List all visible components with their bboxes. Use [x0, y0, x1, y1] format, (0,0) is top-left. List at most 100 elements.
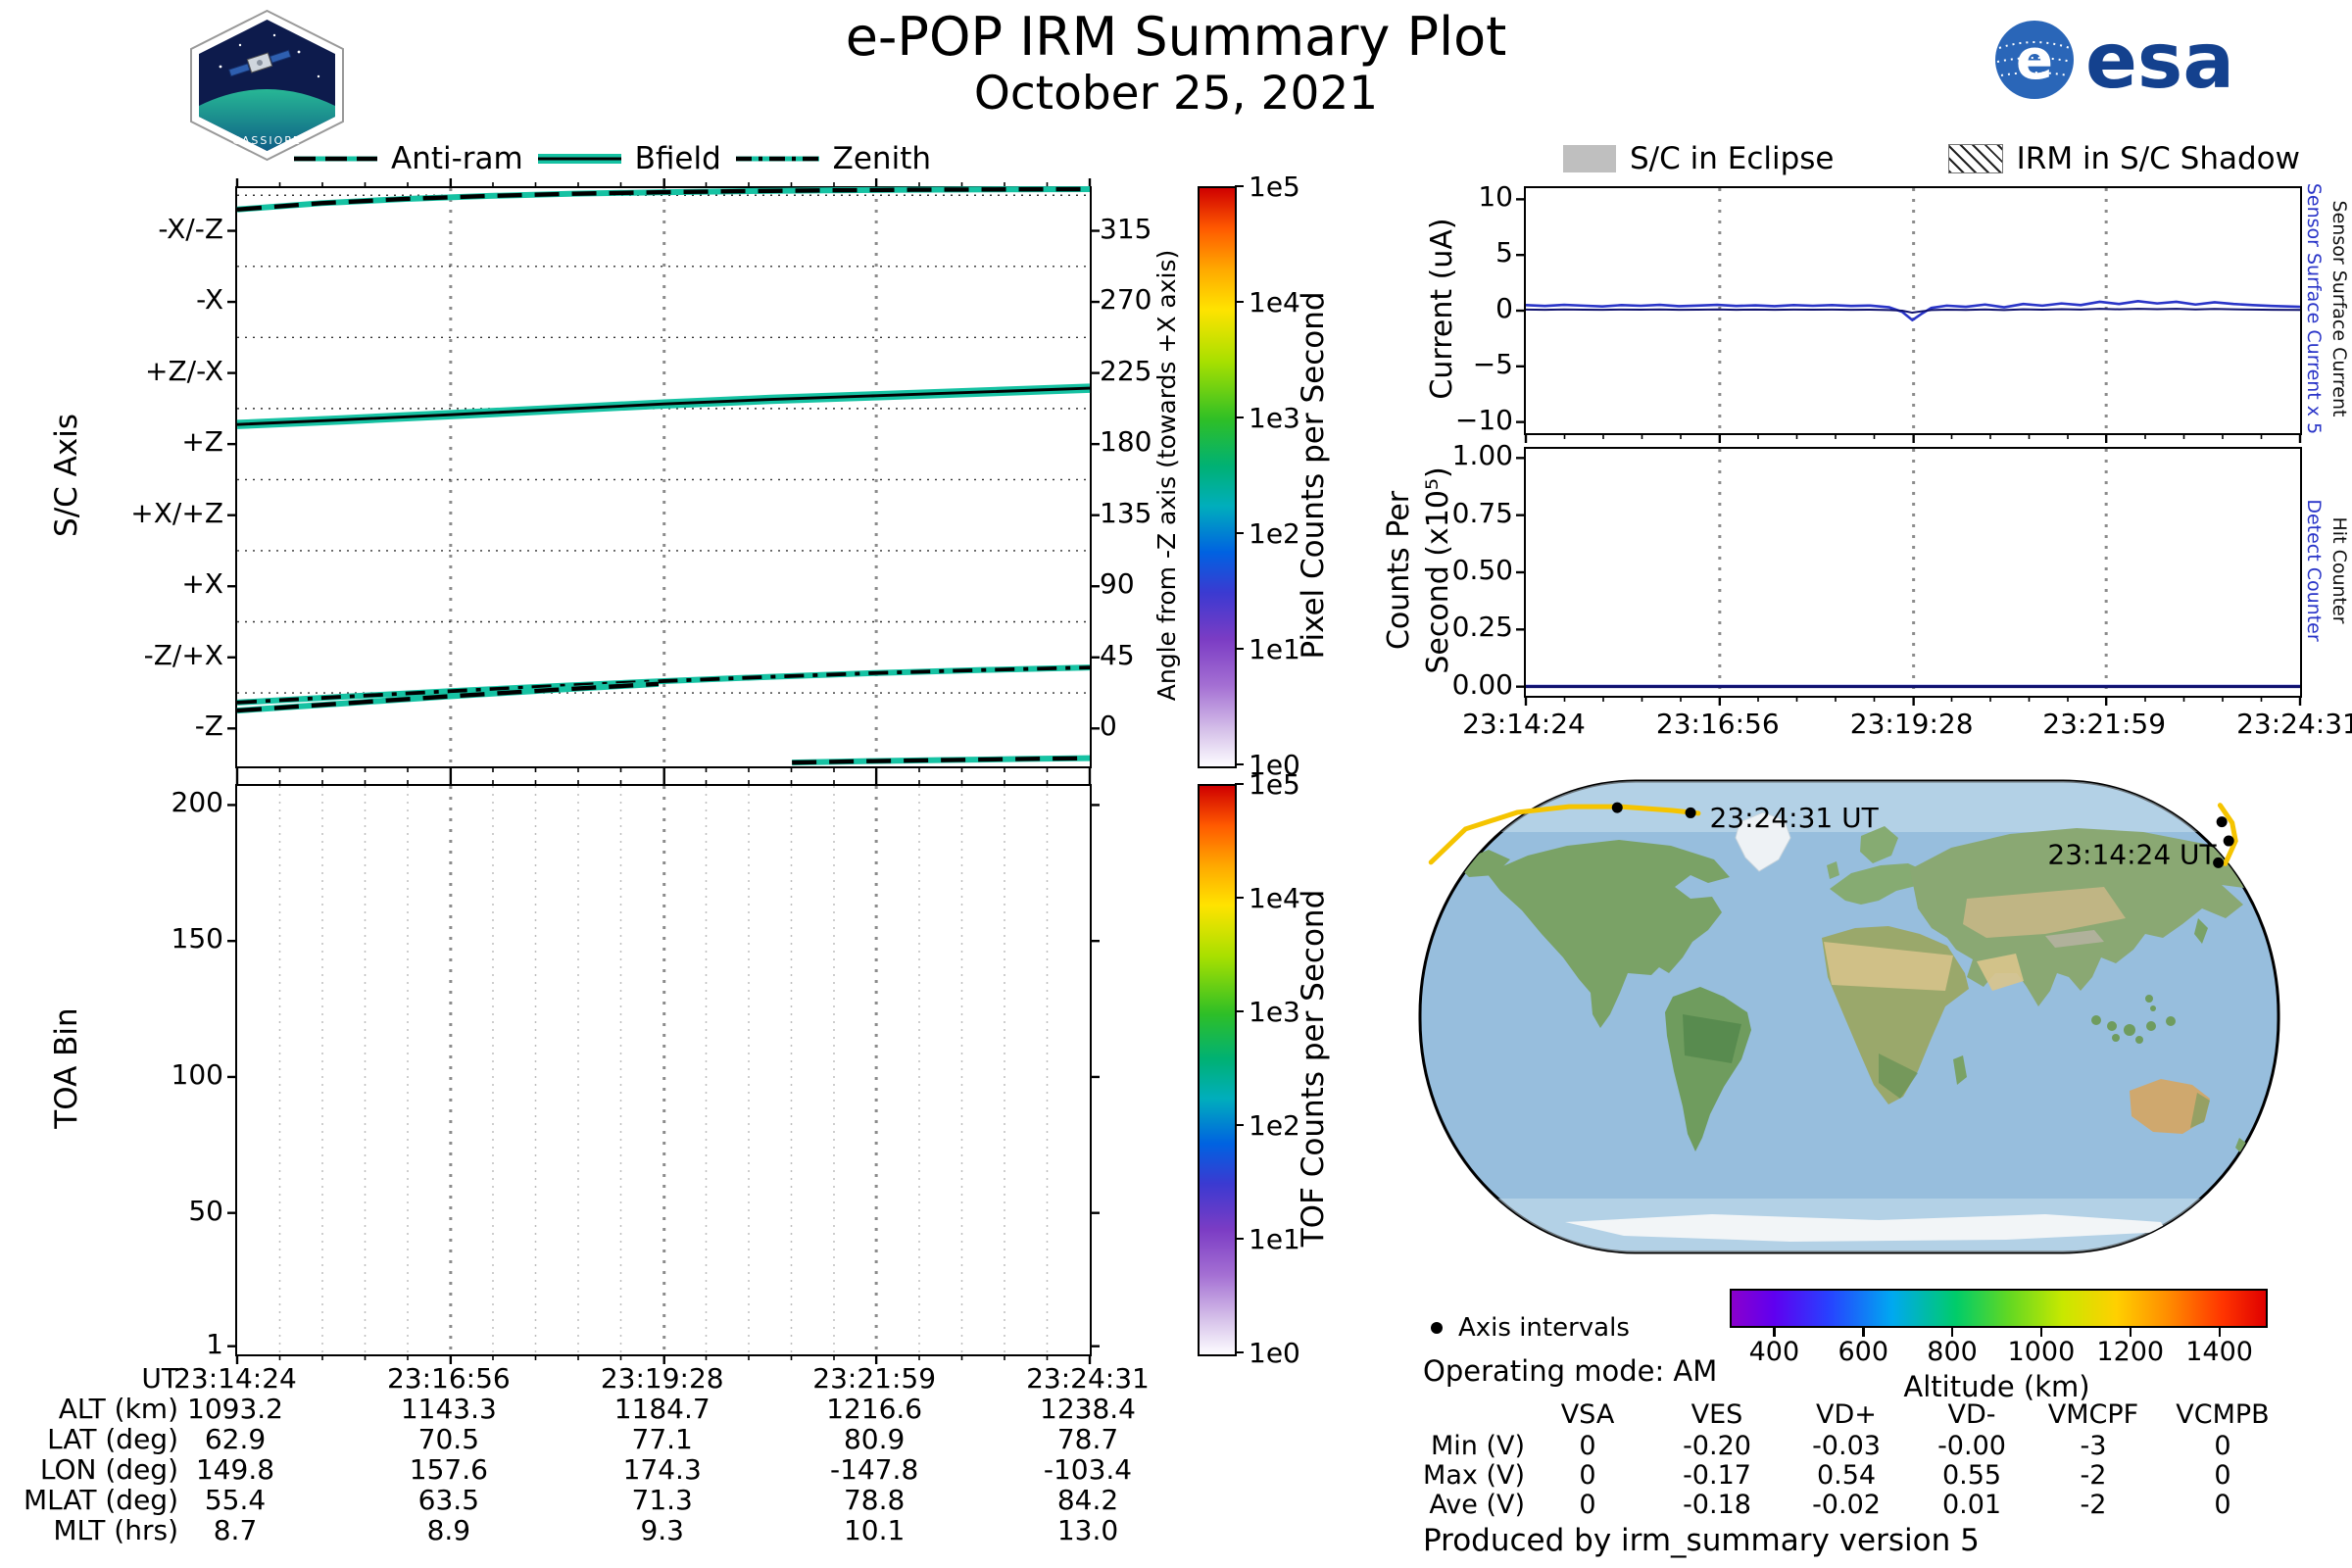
series-dashed	[792, 756, 1091, 765]
esa-wordmark: esa	[2085, 18, 2234, 106]
altitude-tick	[2218, 1328, 2221, 1337]
voltage-row-label: Max (V)	[1423, 1460, 1525, 1491]
legend-label: Anti-ram	[391, 141, 523, 176]
colorbar-tick-label: 1e2	[1249, 1109, 1300, 1142]
counts-tick-label: 0.75	[1451, 496, 1513, 529]
ephemeris-cell: 78.8	[843, 1484, 906, 1516]
angle-tick-label: 90	[1100, 567, 1135, 601]
legend-item-solid: Bfield	[537, 141, 721, 176]
hit-counter-plot	[1516, 447, 2302, 706]
axis-intervals-label: Axis intervals	[1458, 1313, 1630, 1343]
ephemeris-cell: 149.8	[195, 1453, 275, 1486]
ephemeris-cell: 80.9	[843, 1423, 906, 1455]
antarctica	[1565, 1214, 2167, 1242]
ephemeris-cell: 78.7	[1056, 1423, 1119, 1455]
toa-bin-plot-canvas	[227, 776, 1100, 1364]
ephemeris-cell: -103.4	[1043, 1453, 1133, 1486]
altitude-tick-label: 1000	[2007, 1337, 2076, 1367]
ephemeris-cell: 23:16:56	[386, 1362, 511, 1395]
counts-tick-label: 1.00	[1451, 439, 1513, 472]
ephemeris-cell: 71.3	[631, 1484, 693, 1516]
esa-e-glyph: e	[2016, 28, 2053, 92]
current-tick-label: 10	[1478, 180, 1513, 214]
ephemeris-cell: 55.4	[204, 1484, 267, 1516]
voltage-column-header: VCMPB	[2176, 1399, 2270, 1430]
ephemeris-cell: 1216.6	[826, 1393, 923, 1425]
altitude-tick	[1773, 1328, 1776, 1337]
voltage-column-header: VD-	[1947, 1399, 1996, 1430]
voltage-cell: 0	[2214, 1460, 2231, 1491]
hit-counter-label: Hit Counter	[2328, 516, 2350, 624]
colorbar-tick-label: 1e4	[1249, 882, 1300, 914]
ephemeris-cell: 70.5	[417, 1423, 480, 1455]
ephemeris-cell: 63.5	[417, 1484, 480, 1516]
sc-axis-tick-label: +Z	[181, 425, 223, 459]
altitude-tick-label: 1400	[2185, 1337, 2253, 1367]
voltage-cell: -0.18	[1683, 1490, 1751, 1520]
sc-axis-tick-label: +Z/-X	[145, 354, 223, 387]
voltage-column-header: VMCPF	[2047, 1399, 2139, 1430]
colorbar-tick	[1235, 648, 1244, 651]
current-trace	[1525, 300, 2301, 321]
ephemeris-row-label: LON (deg)	[39, 1453, 178, 1486]
japan	[2194, 918, 2208, 944]
continents	[1420, 781, 2278, 1252]
track-time-label: 23:14:24 UT	[2047, 839, 2217, 871]
ephemeris-row-label: LAT (deg)	[47, 1423, 178, 1455]
x-tick-label: 23:24:31	[2236, 708, 2352, 740]
legend-item-dashed: Anti-ram	[294, 141, 523, 176]
ephemeris-cell: 174.3	[622, 1453, 702, 1486]
colorbar-tick-label: 1e5	[1249, 768, 1300, 801]
sc-axis-legend: Anti-ram Bfield Zenith	[294, 141, 931, 176]
ephemeris-cell: 1143.3	[400, 1393, 497, 1425]
altitude-colorbar	[1730, 1289, 2268, 1328]
esa-dots-arc	[1998, 41, 2071, 49]
series-dashed	[236, 681, 660, 713]
counts-tick-label: 0.25	[1451, 611, 1513, 644]
sc-axis-tick-label: -X	[196, 283, 223, 317]
ephemeris-cell: 23:21:59	[812, 1362, 937, 1395]
voltage-cell: 0	[1579, 1460, 1596, 1491]
voltage-cell: -0.17	[1683, 1460, 1751, 1491]
ephemeris-cell: 8.9	[426, 1514, 471, 1546]
satellite-icon	[228, 49, 292, 77]
voltage-cell: 0	[2214, 1490, 2231, 1520]
angle-tick-label: 225	[1100, 354, 1152, 387]
voltage-column-header: VSA	[1560, 1399, 1615, 1430]
colorbar-tick-label: 1e3	[1249, 996, 1300, 1028]
sc-axis-plot	[227, 178, 1100, 776]
altitude-tick	[1951, 1328, 1954, 1337]
voltage-cell: -0.02	[1812, 1490, 1881, 1520]
voltage-cell: 0.54	[1816, 1460, 1877, 1491]
altitude-tick-label: 600	[1838, 1337, 1889, 1367]
counts-ylabel-line1: Counts Per	[1382, 490, 1416, 651]
colorbar-tick	[1235, 1351, 1244, 1354]
hatched-swatch-icon	[1947, 144, 2003, 173]
axis-interval-dot	[2216, 816, 2228, 828]
ephemeris-cell: 8.7	[213, 1514, 258, 1546]
legend-item-dashdot: Zenith	[735, 141, 931, 176]
sensor-current-plot	[1516, 186, 2302, 443]
colorbar-tick-label: 1e1	[1249, 1223, 1300, 1255]
voltage-cell: -2	[2080, 1460, 2107, 1491]
ground-track	[1428, 804, 1701, 865]
voltage-cell: 0.55	[1941, 1460, 2002, 1491]
ephemeris-cell: 9.3	[640, 1514, 684, 1546]
ephemeris-row-label: MLT (hrs)	[53, 1514, 178, 1546]
toa-bin-plot	[227, 776, 1100, 1364]
ephemeris-cell: 23:24:31	[1026, 1362, 1150, 1395]
voltage-cell: 0.01	[1941, 1490, 2002, 1520]
ephemeris-cell: 77.1	[631, 1423, 693, 1455]
colorbar-tick	[1235, 185, 1244, 188]
footer-version-text: Produced by irm_summary version 5	[1423, 1523, 1980, 1558]
legend-item-sc-eclipse: S/C in Eclipse	[1563, 141, 1835, 176]
voltage-cell: -3	[2080, 1431, 2107, 1461]
current-tick-label: −10	[1454, 403, 1513, 436]
voltage-cell: 0	[2214, 1431, 2231, 1461]
ephemeris-cell: 1093.2	[187, 1393, 283, 1425]
colorbar-tick	[1235, 416, 1244, 419]
sc-axis-tick-label: +X/+Z	[130, 496, 223, 529]
ephemeris-row-label: MLAT (deg)	[23, 1484, 178, 1516]
angle-tick-label: 180	[1100, 425, 1152, 459]
